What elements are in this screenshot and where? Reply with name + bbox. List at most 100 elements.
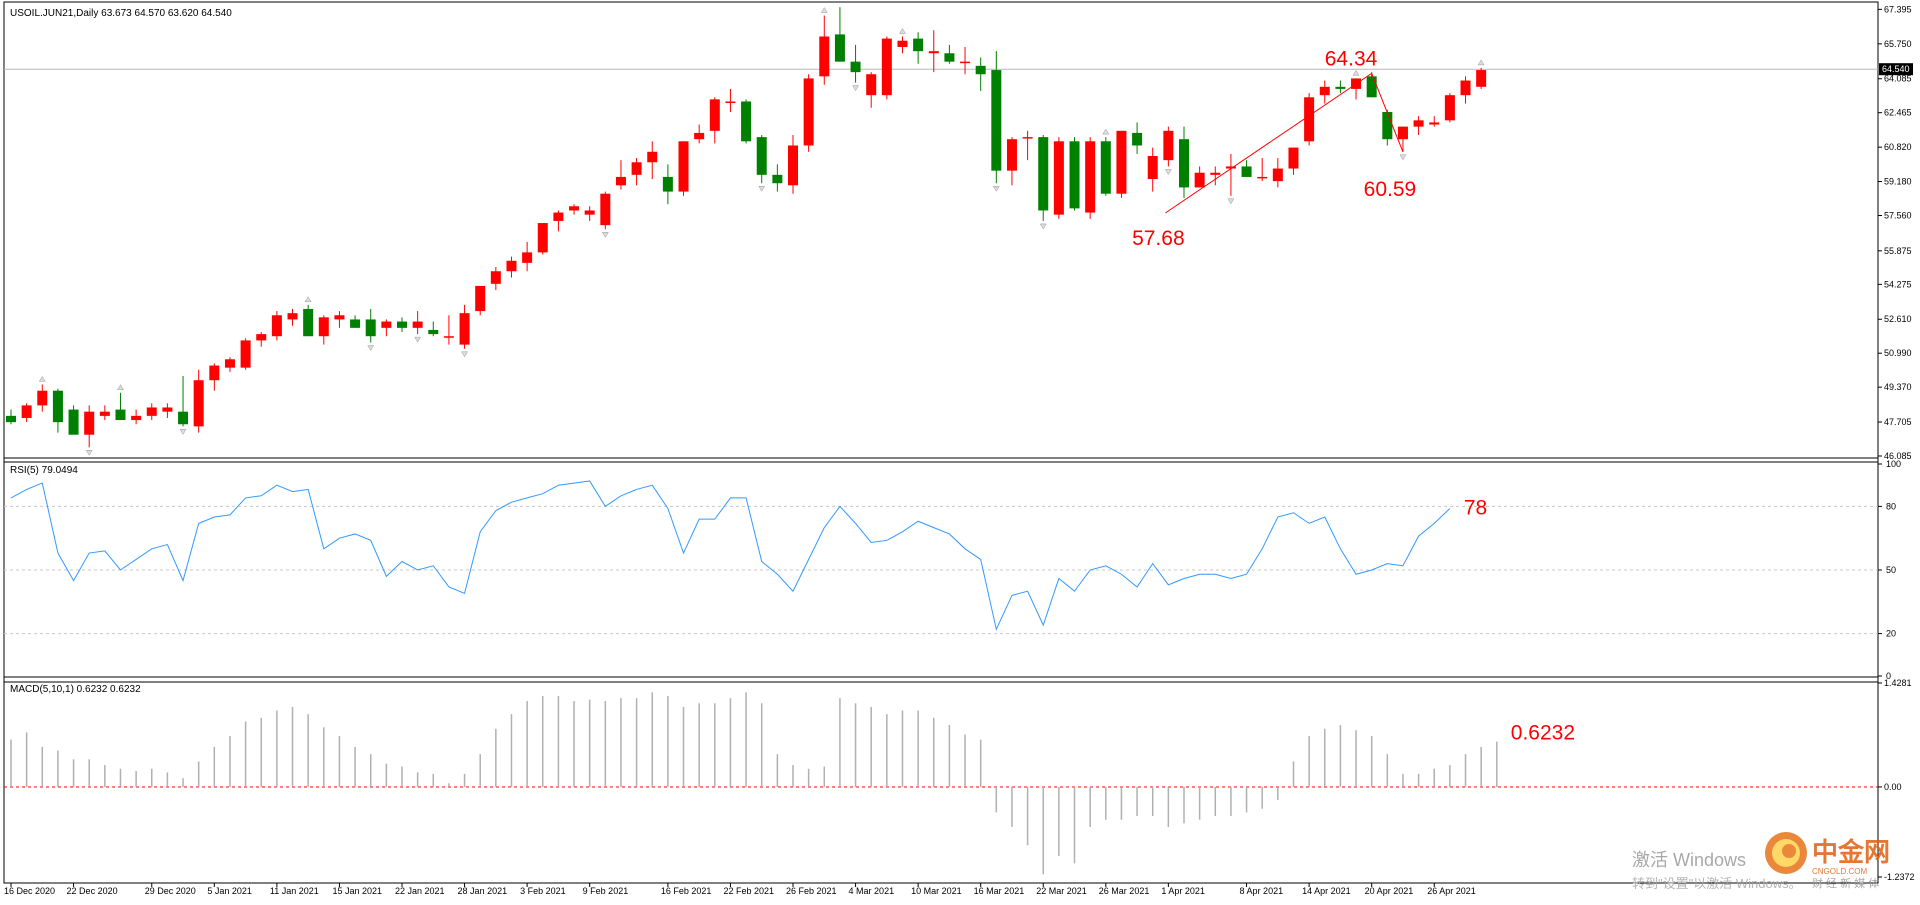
bearish-candle (741, 101, 752, 142)
bearish-candle (756, 137, 767, 175)
bullish-candle (475, 285, 486, 312)
bullish-candle (1147, 155, 1158, 180)
bullish-candle (928, 51, 939, 54)
price-tick-label: 60.820 (1884, 142, 1912, 152)
bearish-candle (1382, 111, 1393, 140)
bullish-candle (1006, 139, 1017, 171)
bullish-candle (600, 193, 611, 226)
bullish-candle (21, 405, 32, 418)
bearish-candle (1038, 137, 1049, 211)
rsi-tick-label: 80 (1886, 501, 1896, 511)
price-tick-label: 54.275 (1884, 279, 1912, 289)
fractal-up-icon (117, 384, 124, 391)
fractal-down-icon (85, 450, 93, 456)
fractal-down-icon (1164, 169, 1172, 175)
time-tick-label: 29 Dec 2020 (145, 886, 196, 896)
bearish-candle (365, 319, 376, 337)
annotation-pullback-label: 60.59 (1364, 178, 1417, 201)
fractal-down-icon (852, 85, 860, 92)
bearish-candle (1366, 76, 1377, 98)
bullish-candle (709, 99, 720, 131)
bullish-candle (271, 315, 282, 337)
bullish-candle (553, 212, 564, 221)
time-tick-label: 22 Mar 2021 (1036, 886, 1087, 896)
price-panel: 67.395 65.750 64.085 62.465 60.820 59.180 57.5… (3, 1, 1913, 463)
bearish-candle (850, 61, 861, 73)
bullish-candle (1194, 172, 1205, 188)
bearish-candle (397, 321, 407, 328)
bullish-candle (584, 210, 595, 215)
bullish-candle (1444, 95, 1455, 121)
bullish-candle (209, 365, 220, 381)
time-tick-label: 15 Jan 2021 (332, 886, 382, 896)
price-tick-label: 55.875 (1884, 246, 1912, 256)
bullish-candle (162, 407, 173, 412)
bullish-candle (459, 313, 470, 345)
bullish-candle (1210, 172, 1221, 175)
bullish-candle (1397, 126, 1408, 140)
annotation-high-label: 64.34 (1325, 47, 1378, 70)
macd-tick-label: 1.4281 (1884, 678, 1912, 688)
rsi-line (10, 480, 1451, 631)
bullish-candle (1225, 166, 1236, 169)
time-axis: 16 Dec 2020 22 Dec 2020 29 Dec 2020 5 Jan 2… (4, 883, 1476, 896)
bullish-candle (522, 252, 533, 263)
fractal-down-icon (1039, 223, 1047, 230)
fractal-down-icon (367, 345, 375, 351)
bearish-candle (1179, 139, 1189, 188)
time-tick-label: 16 Dec 2020 (4, 886, 55, 896)
bullish-candle (287, 313, 298, 320)
cngold-logo-icon (1765, 832, 1807, 874)
bearish-candle (944, 53, 955, 62)
panel-frame (3, 676, 1879, 884)
fractal-up-icon (820, 7, 828, 13)
bearish-candle (975, 65, 986, 75)
bullish-candle (37, 390, 48, 406)
bullish-candle (318, 317, 329, 337)
fractal-down-icon (1227, 198, 1235, 205)
fractal-down-icon (1399, 154, 1407, 161)
bullish-candle (881, 38, 892, 96)
time-tick-label: 26 Apr 2021 (1427, 886, 1476, 896)
fractal-up-icon (1477, 59, 1485, 66)
bullish-candle (615, 176, 626, 186)
bullish-candle (1257, 176, 1268, 179)
cngold-logo-subtitle: 财 经 新 媒 体 (1812, 876, 1879, 890)
bullish-candle (1304, 97, 1315, 142)
bullish-candle (694, 132, 705, 140)
current-price-tag (1879, 63, 1913, 76)
bullish-candle (819, 36, 830, 77)
time-tick-label: 22 Dec 2020 (67, 886, 118, 896)
fractal-up-icon (304, 296, 312, 303)
price-tick-label: 49.370 (1884, 382, 1912, 392)
rsi-tick-label: 100 (1886, 459, 1901, 469)
bullish-candle (146, 407, 157, 416)
rsi-title: RSI(5) 79.0494 (10, 465, 78, 476)
bearish-candle (6, 415, 16, 423)
price-tick-label: 64.085 (1884, 74, 1912, 84)
bullish-candle (1413, 120, 1424, 127)
price-trendline (1165, 72, 1404, 214)
bullish-candle (334, 315, 345, 320)
bullish-candle (131, 415, 142, 421)
bullish-candle (1429, 122, 1440, 125)
fractal-up-icon (38, 375, 46, 382)
rsi-tick-label: 0 (1886, 671, 1891, 681)
current-price-label: 64.540 (1882, 64, 1910, 74)
time-tick-label: 22 Feb 2021 (723, 886, 774, 896)
fractal-up-icon (1102, 128, 1110, 135)
fractal-down-icon (179, 429, 187, 435)
price-tick-label: 46.085 (1884, 451, 1912, 461)
bullish-candle (1163, 130, 1174, 161)
bearish-candle (1335, 86, 1346, 89)
bearish-candle (428, 329, 439, 335)
price-tick-label: 59.180 (1884, 177, 1912, 187)
bearish-candle (1100, 141, 1111, 194)
time-tick-label: 16 Mar 2021 (974, 886, 1025, 896)
bullish-candle (99, 411, 110, 416)
bullish-candle (240, 340, 251, 368)
time-tick-label: 5 Jan 2021 (207, 886, 252, 896)
time-tick-label: 10 Mar 2021 (911, 886, 962, 896)
